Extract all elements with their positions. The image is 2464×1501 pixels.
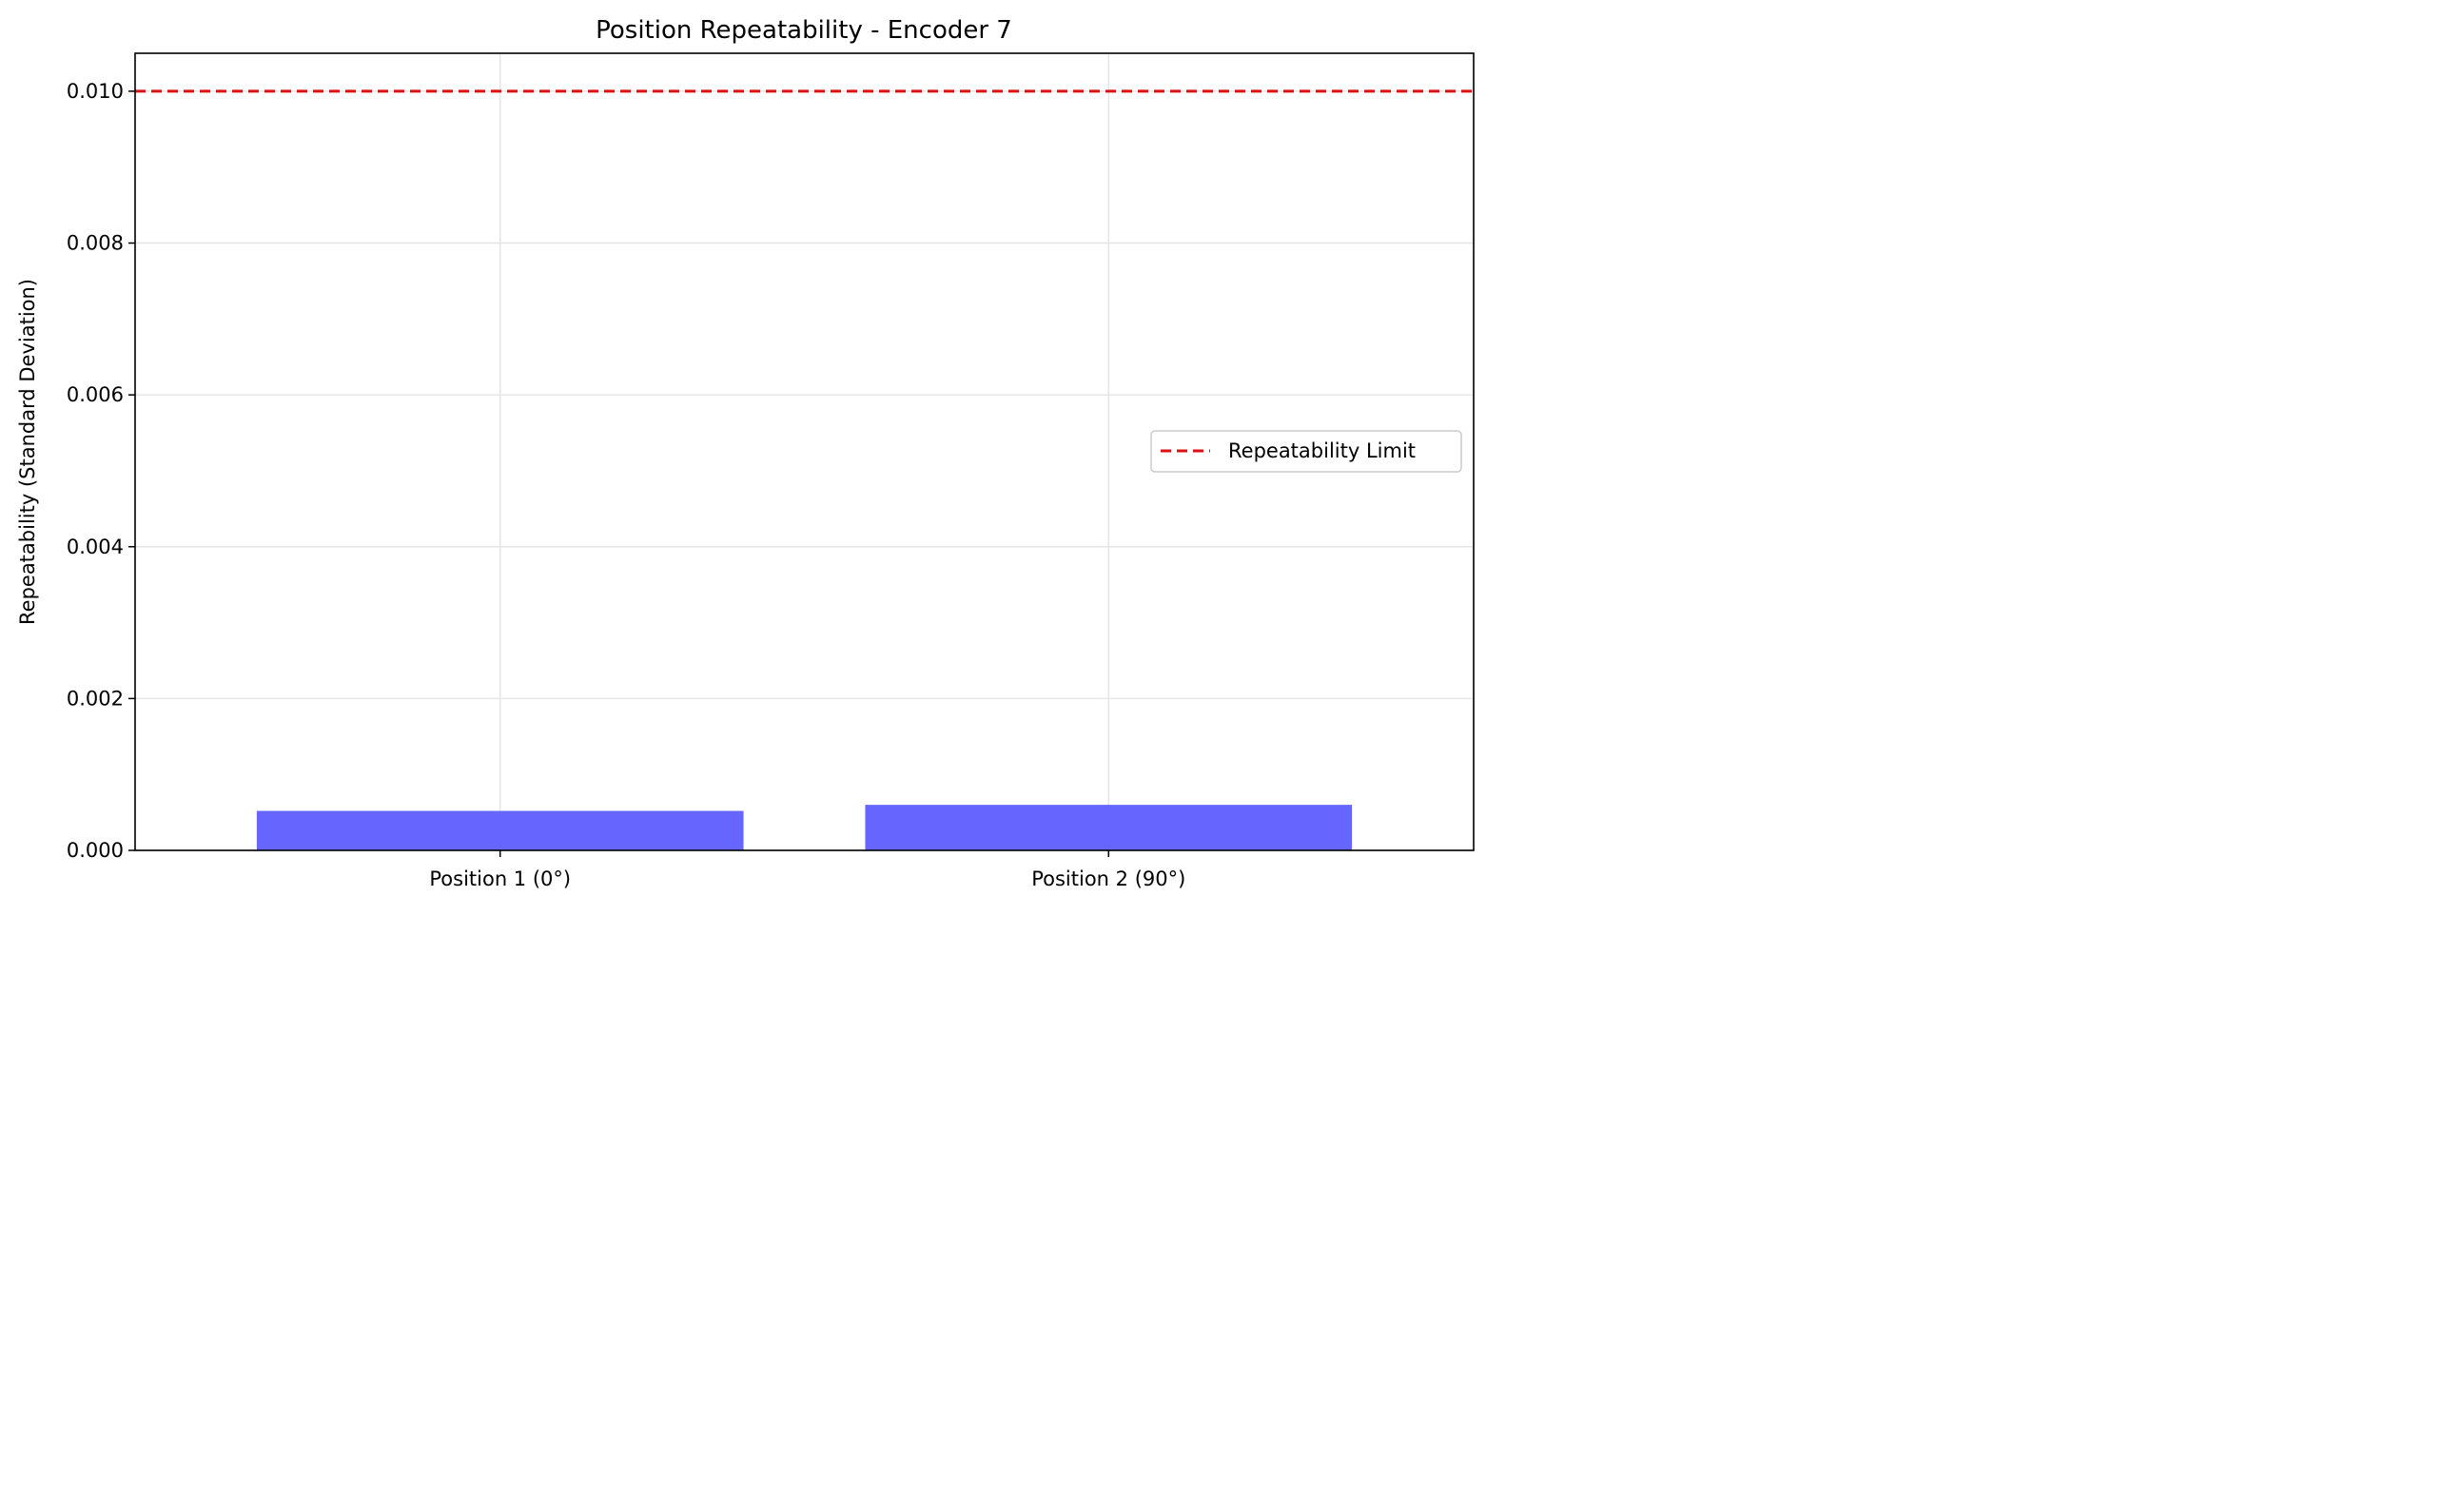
y-axis-label: Repeatability (Standard Deviation) xyxy=(16,279,39,625)
x-axis-ticks: Position 1 (0°) Position 2 (90°) xyxy=(429,850,1185,890)
bar xyxy=(865,805,1353,850)
chart-title: Position Repeatability - Encoder 7 xyxy=(596,16,1012,45)
y-tick-label: 0.010 xyxy=(67,80,124,103)
bars xyxy=(256,805,1353,850)
x-tick-label: Position 1 (0°) xyxy=(429,867,571,890)
y-tick-label: 0.002 xyxy=(67,687,124,710)
legend-box xyxy=(1150,430,1462,473)
y-tick-label: 0.004 xyxy=(67,536,124,558)
y-tick-label: 0.006 xyxy=(67,383,124,406)
bar xyxy=(256,810,744,850)
legend: Repeatability Limit xyxy=(1150,430,1462,473)
plot-frame xyxy=(134,52,1475,851)
y-tick-label: 0.000 xyxy=(67,839,124,862)
bar-chart: Position Repeatability - Encoder 7 0.000… xyxy=(16,16,1475,890)
legend-label-limit: Repeatability Limit xyxy=(1228,439,1416,462)
x-tick-label: Position 2 (90°) xyxy=(1031,867,1185,890)
y-tick-label: 0.008 xyxy=(67,232,124,255)
y-axis-ticks: 0.000 0.002 0.004 0.006 0.008 0.010 xyxy=(67,80,135,862)
